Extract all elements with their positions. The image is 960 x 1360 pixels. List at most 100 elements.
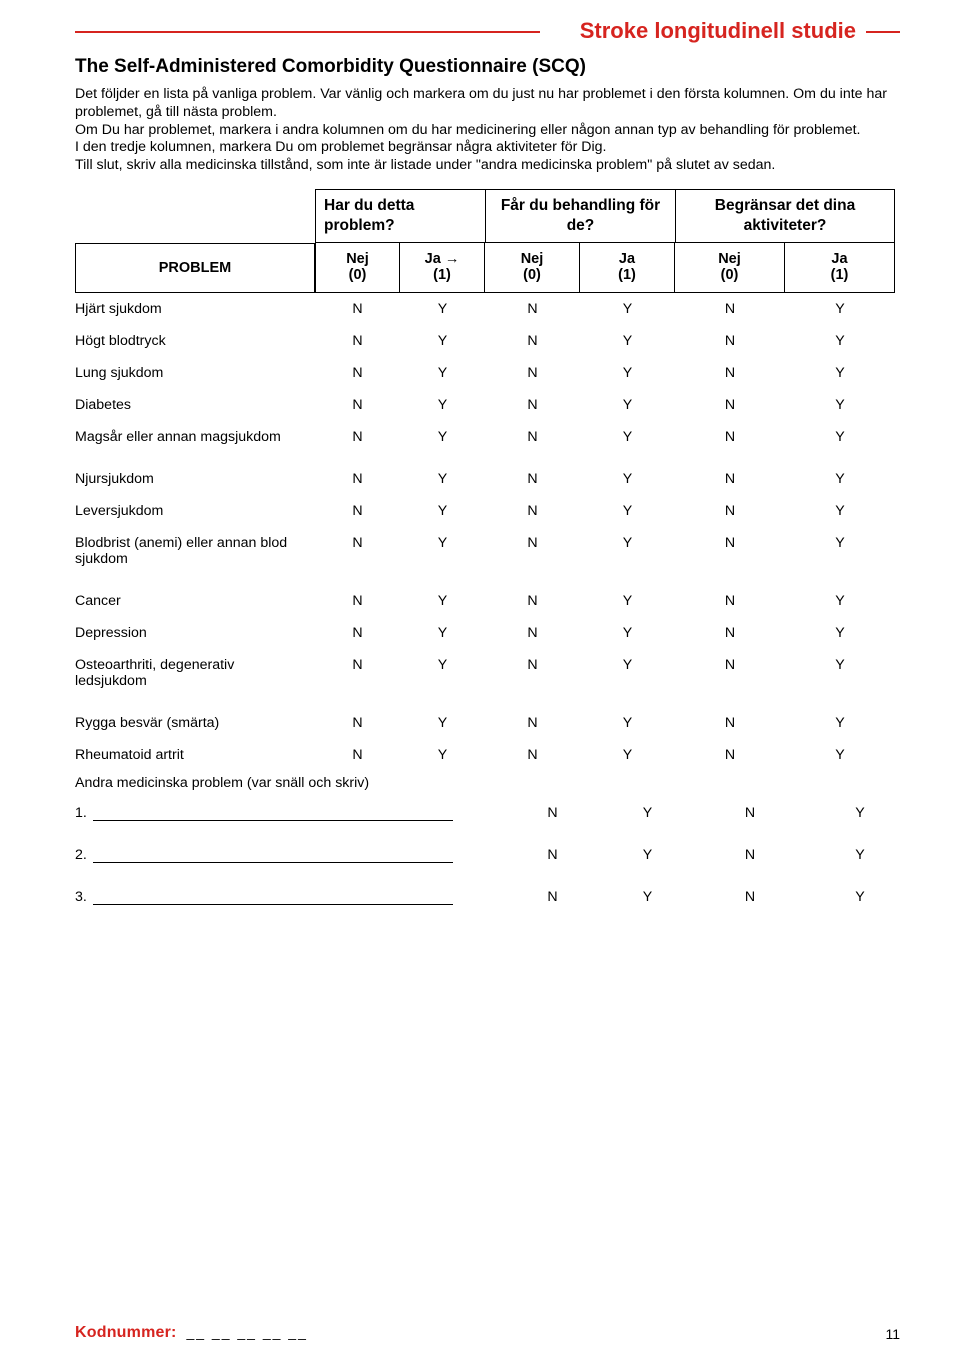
answer-option[interactable]: Y [400,657,485,689]
answer-option[interactable]: Y [580,593,675,609]
question-col-3: Begränsar det dina aktiviteter? [675,189,895,243]
problem-label: Magsår eller annan magsjukdom [75,429,315,445]
answer-option[interactable]: N [485,593,580,609]
answer-option[interactable]: Y [580,301,675,317]
answer-option[interactable]: N [315,429,400,445]
answer-option[interactable]: N [315,333,400,349]
answer-option[interactable]: Y [785,657,895,689]
answer-option[interactable]: N [315,657,400,689]
answer-option[interactable]: N [315,747,400,763]
answer-option[interactable]: Y [580,657,675,689]
answer-option[interactable]: N [315,715,400,731]
answer-option[interactable]: N [695,805,805,821]
answer-option[interactable]: N [675,535,785,567]
answer-option[interactable]: N [315,365,400,381]
col-ja-3: Ja (1) [785,243,895,293]
answer-option[interactable]: Y [600,847,695,863]
answer-option[interactable]: Y [580,625,675,641]
answer-option[interactable]: Y [580,715,675,731]
answer-option[interactable]: N [315,471,400,487]
answer-option[interactable]: N [675,747,785,763]
answer-option[interactable]: N [485,657,580,689]
other-problem-input[interactable]: 2. [75,847,505,863]
answer-option[interactable]: N [675,333,785,349]
answer-option[interactable]: Y [785,471,895,487]
answer-option[interactable]: Y [400,471,485,487]
answer-option[interactable]: N [315,301,400,317]
answer-option[interactable]: N [675,715,785,731]
answer-option[interactable]: Y [785,535,895,567]
problem-rows: Hjärt sjukdomNYNYNYHögt blodtryckNYNYNYL… [75,293,900,771]
answer-option[interactable]: N [485,715,580,731]
answer-option[interactable]: Y [785,333,895,349]
answer-option[interactable]: Y [400,535,485,567]
answer-option[interactable]: Y [785,625,895,641]
answer-option[interactable]: N [485,625,580,641]
answer-option[interactable]: N [695,889,805,905]
answer-option[interactable]: Y [400,715,485,731]
answer-option[interactable]: Y [580,333,675,349]
answer-option[interactable]: N [315,397,400,413]
answer-option[interactable]: Y [400,593,485,609]
answer-option[interactable]: Y [580,747,675,763]
answer-option[interactable]: Y [400,747,485,763]
answer-option[interactable]: N [675,365,785,381]
answer-option[interactable]: N [485,333,580,349]
answer-option[interactable]: Y [805,805,915,821]
answer-option[interactable]: Y [400,429,485,445]
answer-option[interactable]: Y [400,503,485,519]
problem-label: Diabetes [75,397,315,413]
answer-option[interactable]: N [675,471,785,487]
answer-option[interactable]: N [485,301,580,317]
answer-option[interactable]: N [675,301,785,317]
answer-option[interactable]: Y [785,301,895,317]
answer-option[interactable]: N [675,625,785,641]
answer-option[interactable]: Y [785,429,895,445]
answer-option[interactable]: Y [400,365,485,381]
answer-option[interactable]: Y [580,503,675,519]
answer-option[interactable]: Y [805,847,915,863]
answer-option[interactable]: Y [805,889,915,905]
answer-option[interactable]: Y [400,625,485,641]
answer-option[interactable]: N [675,657,785,689]
answer-option[interactable]: Y [580,397,675,413]
answer-option[interactable]: Y [580,429,675,445]
answer-option[interactable]: Y [785,397,895,413]
other-problem-row: 2.NYNY [75,839,900,881]
answer-option[interactable]: Y [580,535,675,567]
answer-option[interactable]: N [315,535,400,567]
answer-option[interactable]: N [505,805,600,821]
answer-option[interactable]: N [505,889,600,905]
other-problem-input[interactable]: 3. [75,889,505,905]
answer-option[interactable]: Y [785,747,895,763]
answer-option[interactable]: N [485,365,580,381]
problem-label: Cancer [75,593,315,609]
answer-option[interactable]: Y [785,593,895,609]
answer-option[interactable]: Y [600,805,695,821]
answer-option[interactable]: N [675,397,785,413]
answer-option[interactable]: Y [785,715,895,731]
answer-option[interactable]: N [675,503,785,519]
answer-option[interactable]: Y [785,503,895,519]
answer-option[interactable]: Y [580,365,675,381]
answer-option[interactable]: N [675,593,785,609]
answer-option[interactable]: Y [600,889,695,905]
answer-option[interactable]: N [485,747,580,763]
answer-option[interactable]: N [695,847,805,863]
answer-option[interactable]: N [485,503,580,519]
other-problem-input[interactable]: 1. [75,805,505,821]
answer-option[interactable]: Y [400,301,485,317]
answer-option[interactable]: N [315,503,400,519]
answer-option[interactable]: Y [580,471,675,487]
answer-option[interactable]: N [485,535,580,567]
answer-option[interactable]: N [315,593,400,609]
answer-option[interactable]: N [485,397,580,413]
answer-option[interactable]: N [485,429,580,445]
answer-option[interactable]: Y [400,333,485,349]
answer-option[interactable]: Y [400,397,485,413]
answer-option[interactable]: N [675,429,785,445]
answer-option[interactable]: N [315,625,400,641]
answer-option[interactable]: N [505,847,600,863]
answer-option[interactable]: N [485,471,580,487]
answer-option[interactable]: Y [785,365,895,381]
